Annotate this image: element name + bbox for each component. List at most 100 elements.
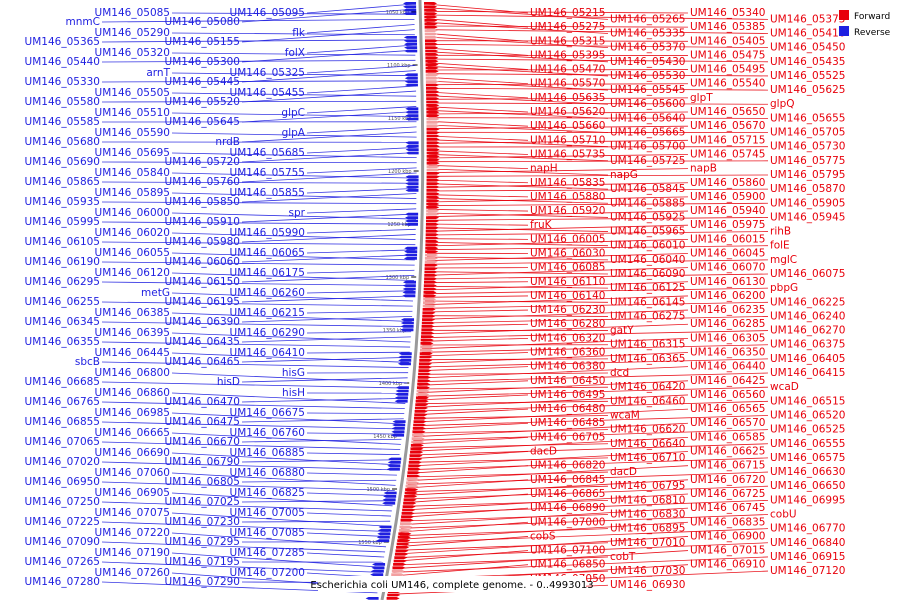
forward-gene-label[interactable]: UM146_06820 — [530, 460, 605, 472]
reverse-gene-label[interactable]: UM146_06290 — [230, 327, 305, 339]
forward-gene-label[interactable]: rihB — [770, 226, 791, 238]
forward-gene-label[interactable]: UM146_06425 — [690, 375, 765, 387]
reverse-gene-label[interactable]: UM146_05320 — [95, 47, 170, 59]
forward-gene-label[interactable]: UM146_06010 — [610, 240, 685, 252]
forward-gene-label[interactable]: UM146_06350 — [690, 347, 765, 359]
reverse-gene-label[interactable]: UM146_06345 — [25, 316, 100, 328]
reverse-gene-label[interactable]: UM146_06000 — [95, 207, 170, 219]
forward-gene-label[interactable]: UM146_06850 — [530, 559, 605, 571]
forward-gene-label[interactable]: UM146_05315 — [530, 35, 605, 47]
forward-gene-label[interactable]: UM146_06520 — [770, 409, 845, 421]
reverse-gene-label[interactable]: UM146_06390 — [165, 316, 240, 328]
reverse-gene-label[interactable]: UM146_06825 — [230, 487, 305, 499]
forward-gene-label[interactable]: UM146_06895 — [610, 523, 685, 535]
forward-gene-label[interactable]: UM146_06030 — [530, 247, 605, 259]
reverse-gene-label[interactable]: UM146_06150 — [165, 276, 240, 288]
reverse-gene-label[interactable]: UM146_06790 — [165, 456, 240, 468]
reverse-gene-label[interactable]: UM146_05850 — [165, 196, 240, 208]
reverse-gene-label[interactable]: UM146_05590 — [95, 127, 170, 139]
forward-gene-label[interactable]: mglC — [770, 254, 797, 266]
reverse-gene-label[interactable]: UM146_05690 — [25, 156, 100, 168]
forward-gene-label[interactable]: cobU — [770, 508, 797, 520]
reverse-gene-label[interactable]: UM146_05680 — [25, 136, 100, 148]
reverse-gene-label[interactable]: UM146_06105 — [25, 236, 100, 248]
forward-gene-label[interactable]: UM146_05450 — [770, 42, 845, 54]
forward-gene-label[interactable]: UM146_05410 — [770, 28, 845, 40]
reverse-gene-label[interactable]: UM146_05720 — [165, 156, 240, 168]
forward-gene-label[interactable]: UM146_05625 — [770, 84, 845, 96]
reverse-gene-label[interactable]: UM146_05365 — [25, 36, 100, 48]
forward-gene-label[interactable]: UM146_05335 — [610, 28, 685, 40]
reverse-gene-label[interactable]: UM146_05645 — [165, 116, 240, 128]
reverse-gene-label[interactable]: folX — [285, 47, 305, 59]
forward-gene-label[interactable]: UM146_06145 — [610, 296, 685, 308]
forward-gene-label[interactable]: cobS — [530, 530, 556, 542]
forward-gene-label[interactable]: UM146_06070 — [690, 262, 765, 274]
reverse-gene-label[interactable]: UM146_07280 — [25, 576, 100, 588]
forward-gene-label[interactable]: UM146_06710 — [610, 452, 685, 464]
forward-gene-label[interactable]: UM146_05650 — [690, 106, 765, 118]
reverse-gene-label[interactable]: UM146_05980 — [165, 236, 240, 248]
reverse-gene-label[interactable]: sbcB — [75, 356, 100, 368]
reverse-gene-label[interactable]: UM146_07085 — [230, 527, 305, 539]
reverse-gene-label[interactable]: UM146_07290 — [165, 576, 240, 588]
forward-gene-label[interactable]: UM146_07000 — [530, 516, 605, 528]
reverse-gene-label[interactable]: UM146_06255 — [25, 296, 100, 308]
reverse-gene-label[interactable]: UM146_05440 — [25, 56, 100, 68]
reverse-gene-label[interactable]: UM146_06860 — [95, 387, 170, 399]
forward-gene-label[interactable]: UM146_05710 — [530, 134, 605, 146]
forward-gene-label[interactable]: UM146_07030 — [610, 565, 685, 577]
reverse-gene-label[interactable]: hisH — [282, 387, 305, 399]
forward-gene-label[interactable]: UM146_06835 — [690, 516, 765, 528]
reverse-gene-label[interactable]: spr — [289, 207, 306, 219]
forward-gene-label[interactable]: UM146_05640 — [610, 112, 685, 124]
forward-gene-label[interactable]: UM146_05945 — [770, 211, 845, 223]
forward-gene-label[interactable]: UM146_05665 — [610, 127, 685, 139]
forward-gene-label[interactable]: wcaM — [610, 409, 640, 421]
forward-gene-label[interactable]: UM146_06840 — [770, 537, 845, 549]
forward-gene-label[interactable]: UM146_06915 — [770, 551, 845, 563]
forward-gene-label[interactable]: UM146_06570 — [690, 417, 765, 429]
forward-gene-label[interactable]: UM146_06810 — [610, 494, 685, 506]
forward-gene-label[interactable]: UM146_06040 — [610, 254, 685, 266]
forward-gene-label[interactable]: UM146_06045 — [690, 247, 765, 259]
reverse-gene-label[interactable]: UM146_06260 — [230, 287, 305, 299]
forward-gene-label[interactable]: UM146_05725 — [610, 155, 685, 167]
forward-gene-label[interactable]: UM146_05215 — [530, 7, 605, 19]
reverse-gene-label[interactable]: UM146_05290 — [95, 27, 170, 39]
reverse-gene-label[interactable]: UM146_05330 — [25, 76, 100, 88]
reverse-gene-label[interactable]: UM146_05520 — [165, 96, 240, 108]
reverse-gene-label[interactable]: UM146_06690 — [95, 447, 170, 459]
reverse-gene-label[interactable]: UM146_05935 — [25, 196, 100, 208]
reverse-gene-label[interactable]: hisG — [282, 367, 305, 379]
reverse-gene-label[interactable]: arnT — [146, 67, 170, 79]
forward-gene-label[interactable]: UM146_06770 — [770, 523, 845, 535]
forward-gene-label[interactable]: UM146_05475 — [690, 49, 765, 61]
reverse-gene-label[interactable]: UM146_05865 — [25, 176, 100, 188]
forward-gene-label[interactable]: UM146_06305 — [690, 332, 765, 344]
forward-gene-label[interactable]: UM146_06440 — [690, 361, 765, 373]
reverse-gene-label[interactable]: UM146_06905 — [95, 487, 170, 499]
forward-gene-label[interactable]: UM146_05405 — [690, 35, 765, 47]
forward-gene-label[interactable]: UM146_06450 — [530, 375, 605, 387]
forward-gene-label[interactable]: UM146_06280 — [530, 318, 605, 330]
forward-gene-label[interactable]: UM146_06795 — [610, 480, 685, 492]
forward-gene-label[interactable]: UM146_05900 — [690, 191, 765, 203]
forward-gene-label[interactable]: UM146_06560 — [690, 389, 765, 401]
reverse-gene-label[interactable]: mnmC — [66, 16, 100, 28]
forward-gene-label[interactable]: wcaD — [770, 381, 799, 393]
reverse-gene-label[interactable]: UM146_07020 — [25, 456, 100, 468]
forward-gene-label[interactable]: UM146_05795 — [770, 169, 845, 181]
reverse-gene-label[interactable]: UM146_06985 — [95, 407, 170, 419]
forward-gene-label[interactable]: UM146_05495 — [690, 64, 765, 76]
forward-gene-label[interactable]: napB — [690, 163, 717, 175]
forward-gene-label[interactable]: UM146_05375 — [770, 13, 845, 25]
forward-gene-label[interactable]: UM146_06320 — [530, 332, 605, 344]
forward-gene-label[interactable]: UM146_06910 — [690, 559, 765, 571]
reverse-gene-label[interactable]: UM146_07200 — [230, 567, 305, 579]
reverse-gene-label[interactable]: UM146_07090 — [25, 536, 100, 548]
forward-gene-label[interactable]: UM146_06585 — [690, 431, 765, 443]
reverse-gene-label[interactable]: UM146_05685 — [230, 147, 305, 159]
forward-gene-label[interactable]: UM146_05705 — [770, 127, 845, 139]
forward-gene-label[interactable]: UM146_05920 — [530, 205, 605, 217]
